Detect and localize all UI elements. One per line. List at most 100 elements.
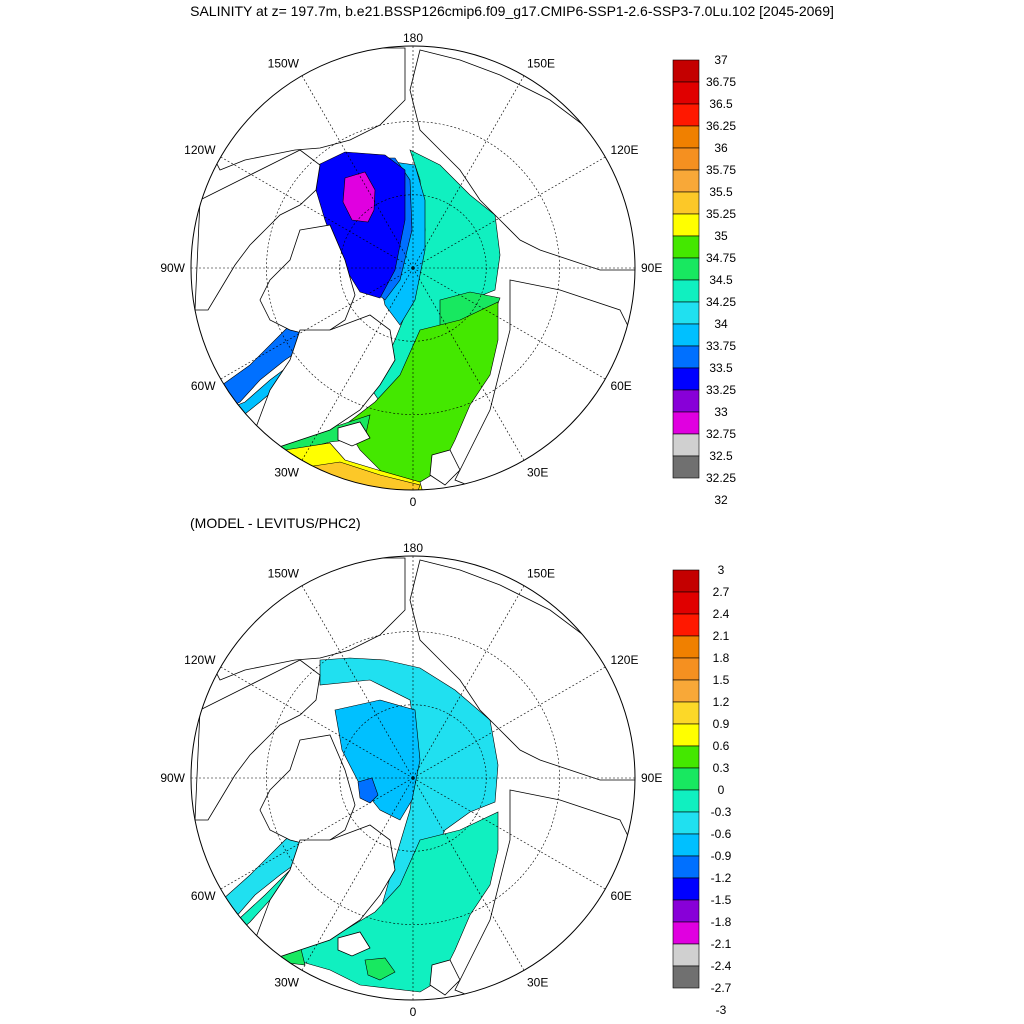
colorbar-swatch	[672, 833, 700, 857]
longitude-line	[412, 777, 525, 971]
colorbar-swatch	[672, 811, 700, 835]
colorbar-label: 1.2	[713, 695, 730, 709]
colorbar-label: -0.6	[711, 827, 732, 841]
colorbar-swatch	[672, 279, 700, 303]
colorbar-swatch	[672, 745, 700, 769]
colorbar-label: 36.25	[706, 119, 736, 133]
colorbar-label: 36.75	[706, 75, 736, 89]
colorbar-swatch	[672, 345, 700, 369]
longitude-label: 60E	[610, 379, 631, 393]
colorbar-label: -0.9	[711, 849, 732, 863]
longitude-line	[301, 585, 414, 779]
longitude-line	[412, 156, 606, 269]
longitude-label: 120E	[610, 143, 638, 157]
colorbar-label: 35.5	[709, 185, 733, 199]
colorbar-swatch	[672, 411, 700, 435]
longitude-label: 0	[410, 495, 417, 509]
colorbar-label: -2.7	[711, 981, 732, 995]
longitude-label: 90W	[160, 771, 185, 785]
land-mass	[429, 959, 461, 996]
longitude-label: 180	[403, 31, 423, 45]
colorbar-swatch	[672, 943, 700, 967]
page-title: SALINITY at z= 197.7m, b.e21.BSSP126cmip…	[190, 3, 834, 19]
colorbar-label: 33	[714, 405, 728, 419]
colorbar-swatch	[672, 855, 700, 879]
longitude-labels: 180 150E 120E 90E 60E 30E 0 30W 60W 90W 120W 150W	[160, 31, 662, 509]
longitude-line	[412, 777, 606, 890]
colorbar-swatch	[672, 767, 700, 791]
colorbar-label: 0.6	[713, 739, 730, 753]
longitude-line	[301, 75, 414, 269]
colorbar-swatch	[672, 257, 700, 281]
colorbar-label: 32.75	[706, 427, 736, 441]
longitude-label: 30W	[274, 975, 299, 989]
field-region	[342, 171, 376, 223]
land-mass	[429, 449, 461, 486]
land-mass	[254, 824, 396, 961]
colorbar-label: 32	[714, 493, 728, 507]
lat-lon-gridlines	[191, 556, 635, 1000]
colorbar-label: 2.1	[713, 629, 730, 643]
colorbar-label: 34.5	[709, 273, 733, 287]
colorbar-label: 34.25	[706, 295, 736, 309]
longitude-line	[412, 666, 606, 779]
colorbar-label: 35	[714, 229, 728, 243]
colorbar-label: 34	[714, 317, 728, 331]
longitude-label: 90E	[641, 771, 662, 785]
longitude-line	[220, 777, 414, 890]
colorbar-swatch	[672, 635, 700, 659]
land-mass	[194, 659, 321, 821]
land-mass	[409, 49, 635, 271]
colorbar-label: 0	[718, 783, 725, 797]
longitude-line	[412, 75, 525, 269]
longitude-line	[412, 267, 525, 461]
map-boundary	[190, 555, 636, 1001]
land-mass	[337, 931, 371, 957]
colorbar-label: 2.4	[713, 607, 730, 621]
colorbar-swatch	[672, 965, 700, 989]
colorbar-swatch	[672, 723, 700, 747]
field-region	[299, 461, 421, 490]
latitude-circle	[266, 631, 560, 925]
colorbar-swatch	[672, 591, 700, 615]
longitude-label: 90W	[160, 261, 185, 275]
colorbar-label: 36.5	[709, 97, 733, 111]
longitude-label: 90E	[641, 261, 662, 275]
longitude-label: 120E	[610, 653, 638, 667]
colorbar-label: 36	[714, 141, 728, 155]
colorbar-swatch	[672, 59, 700, 83]
colorbar-swatch	[672, 125, 700, 149]
colorbar-label: 3	[718, 563, 725, 577]
land-mass	[254, 314, 396, 451]
colorbar-swatch	[672, 235, 700, 259]
colorbar-swatch	[672, 367, 700, 391]
colorbar-swatch	[672, 433, 700, 457]
colorbar-swatch	[672, 103, 700, 127]
longitude-line	[220, 666, 414, 779]
land-mass	[337, 421, 371, 447]
salinity-field	[221, 149, 501, 490]
latitude-circle	[266, 121, 560, 415]
lat-lon-gridlines	[191, 46, 635, 490]
field-region	[357, 777, 379, 804]
colorbar-label: 33.75	[706, 339, 736, 353]
colorbar-swatch	[672, 169, 700, 193]
panel-subtitle: (MODEL - LEVITUS/PHC2)	[190, 515, 361, 531]
colorbar-label: 1.5	[713, 673, 730, 687]
colorbar: 37 36.75 36.5 36.25 36 35.75 35.5 35.25 35 34.75 3…	[672, 53, 736, 507]
colorbar-label: 1.8	[713, 651, 730, 665]
difference-map-panel: 180 150E 120E 90E 60E 30E 0 30W 60W 90W 120W 150W 3…	[160, 541, 732, 1019]
colorbar-label: -0.3	[711, 805, 732, 819]
colorbar-swatch	[672, 921, 700, 945]
longitude-line	[412, 267, 606, 380]
colorbar-label: 37	[714, 53, 728, 67]
longitude-label: 0	[410, 1005, 417, 1019]
colorbar-swatch	[672, 301, 700, 325]
colorbar-label: 32.25	[706, 471, 736, 485]
land-coastlines	[194, 47, 635, 490]
longitude-line	[301, 777, 414, 971]
longitude-label: 30W	[274, 465, 299, 479]
colorbar-label: 2.7	[713, 585, 730, 599]
colorbar-label: 0.3	[713, 761, 730, 775]
longitude-line	[220, 156, 414, 269]
